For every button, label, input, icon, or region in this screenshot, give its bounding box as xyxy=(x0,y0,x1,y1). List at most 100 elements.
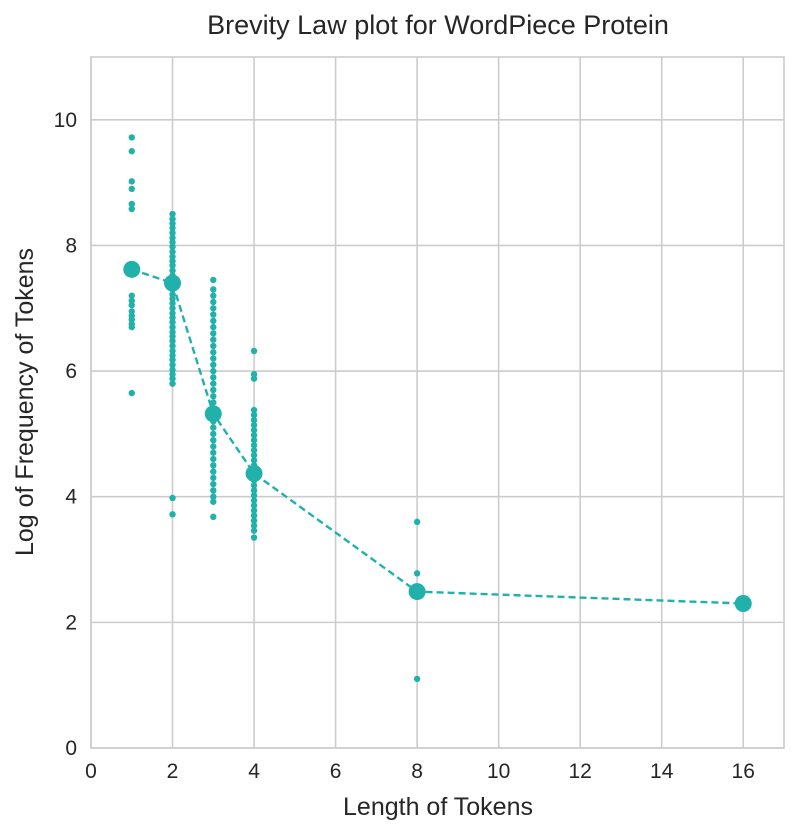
scatter-point xyxy=(210,349,217,356)
scatter-point xyxy=(210,342,217,350)
scatter-point xyxy=(210,493,217,500)
scatter-point xyxy=(169,361,176,369)
scatter-point xyxy=(128,134,135,141)
scatter-point xyxy=(169,337,176,345)
scatter-point xyxy=(250,442,258,449)
scatter-point xyxy=(169,511,176,518)
scatter-point xyxy=(210,336,217,343)
plot-frame xyxy=(90,56,785,749)
scatter-point xyxy=(169,352,176,359)
scatter-point xyxy=(169,267,176,274)
x-tick-label: 10 xyxy=(487,760,510,783)
scatter-point xyxy=(128,301,135,309)
scatter-point xyxy=(169,220,176,227)
scatter-point xyxy=(128,148,135,155)
x-tick-label: 2 xyxy=(167,760,179,783)
x-tick-label: 0 xyxy=(85,760,97,783)
scatter-point xyxy=(210,323,217,331)
scatter-point xyxy=(210,276,217,284)
scatter-point xyxy=(210,430,217,438)
scatter-point xyxy=(413,675,421,683)
scatter-point xyxy=(128,200,135,208)
scatter-point xyxy=(128,316,135,323)
mean-trend-line xyxy=(131,268,744,605)
scatter-point xyxy=(210,330,217,337)
scatter-point xyxy=(210,474,217,482)
scatter-point xyxy=(210,361,217,369)
y-axis-label: Log of Frequency of Tokens xyxy=(11,248,39,556)
scatter-point xyxy=(169,494,176,502)
scatter-point xyxy=(210,480,217,488)
scatter-point xyxy=(128,178,135,185)
scatter-point xyxy=(250,452,258,459)
scatter-point xyxy=(169,318,176,326)
scatter-point xyxy=(250,347,258,355)
scatter-point xyxy=(210,424,217,431)
scatter-point xyxy=(169,310,176,317)
chart-title: Brevity Law plot for WordPiece Protein xyxy=(207,10,669,40)
scatter-point xyxy=(169,257,176,265)
scatter-point xyxy=(169,248,176,255)
scatter-point xyxy=(169,224,176,232)
scatter-point xyxy=(169,262,176,269)
scatter-point xyxy=(169,291,176,298)
scatter-point xyxy=(250,447,258,454)
scatter-point xyxy=(128,297,135,304)
scatter-point xyxy=(169,215,176,223)
scatter-point xyxy=(250,517,258,524)
scatter-point xyxy=(169,356,176,363)
y-tick-label: 8 xyxy=(65,234,77,257)
scatter-point xyxy=(250,416,258,424)
scatter-point xyxy=(169,342,176,350)
scatter-point xyxy=(250,507,258,514)
scatter-point xyxy=(169,328,176,336)
scatter-point xyxy=(250,522,258,529)
scatter-point xyxy=(210,305,217,312)
scatter-point xyxy=(210,487,217,494)
scatter-point xyxy=(210,386,217,394)
y-tick-label: 6 xyxy=(65,360,77,383)
x-tick-label: 6 xyxy=(330,760,342,783)
x-tick-label: 12 xyxy=(568,760,591,783)
scatter-point xyxy=(250,431,258,439)
scatter-point xyxy=(169,253,176,260)
scatter-point xyxy=(210,317,217,325)
scatter-point xyxy=(210,374,217,381)
y-tick-label: 0 xyxy=(65,737,77,760)
scatter-point xyxy=(210,513,217,521)
scatter-point xyxy=(413,570,421,577)
scatter-point xyxy=(169,229,176,237)
scatter-point xyxy=(250,487,258,494)
scatter-point xyxy=(169,375,176,382)
scatter-point xyxy=(250,534,258,541)
scatter-point xyxy=(250,411,258,419)
scatter-point xyxy=(128,185,135,193)
scatter-point xyxy=(250,436,258,444)
scatter-point xyxy=(210,498,217,505)
mean-point xyxy=(245,464,263,482)
mean-point xyxy=(164,274,182,292)
tick-labels: 0 2 4 6 8 10 12 14 16 0 2 4 6 8 10 xyxy=(54,109,755,783)
scatter-point xyxy=(250,406,258,414)
scatter-point xyxy=(250,497,258,504)
scatter-point xyxy=(169,305,176,312)
scatter-point xyxy=(250,482,258,489)
scatter-point xyxy=(210,311,217,318)
scatter-point xyxy=(210,462,217,469)
mean-point xyxy=(204,405,222,423)
scatter-point xyxy=(169,239,176,246)
scatter-point xyxy=(169,323,176,331)
scatter-point xyxy=(169,380,176,387)
scatter-point xyxy=(210,298,217,306)
x-tick-label: 14 xyxy=(650,760,674,783)
scatter-point xyxy=(210,399,217,406)
scatter-point xyxy=(169,366,176,374)
scatter-point xyxy=(169,243,176,250)
scatter-point xyxy=(128,308,135,315)
scatter-point xyxy=(210,367,217,375)
mean-point xyxy=(408,583,426,601)
scatter-point xyxy=(169,210,176,218)
scatter-point xyxy=(413,518,421,526)
scatter-point xyxy=(128,389,135,397)
